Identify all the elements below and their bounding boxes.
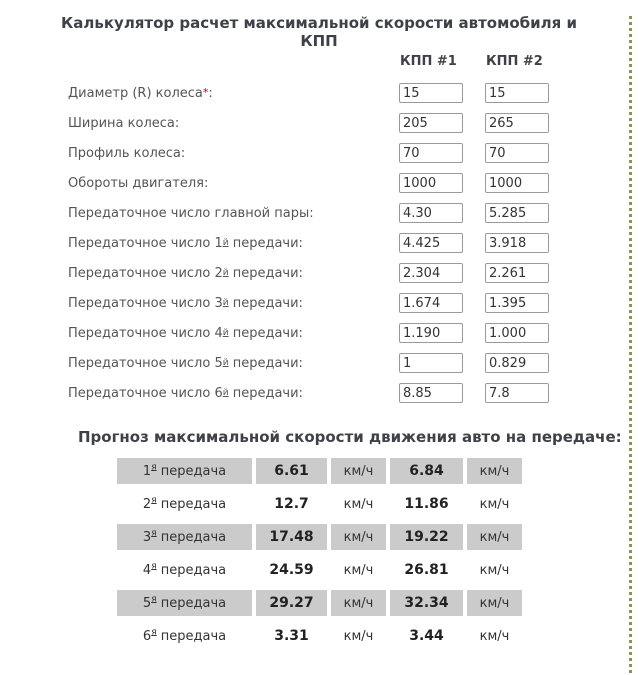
- tire-profile-kpp2-input[interactable]: [485, 143, 549, 163]
- engine-rpm-kpp2-input[interactable]: [485, 173, 549, 193]
- gear4-ratio-kpp1-input[interactable]: [399, 323, 463, 343]
- speed-unit: км/ч: [479, 628, 510, 644]
- tire-width-kpp2-input[interactable]: [485, 113, 549, 133]
- speed-unit: км/ч: [331, 590, 386, 616]
- speed-kpp2-value: 32.34: [390, 590, 463, 616]
- speed-kpp1-value: 6.61: [256, 458, 327, 484]
- gear-label: 1я передача: [117, 458, 252, 484]
- gear4-ratio-kpp2-input[interactable]: [485, 323, 549, 343]
- diameter-label: Диаметр (R) колеса *:: [68, 85, 213, 101]
- page-title: Калькулятор расчет максимальной скорости…: [61, 14, 577, 50]
- speed-kpp1-value: 29.27: [256, 590, 327, 616]
- speed-unit: км/ч: [467, 590, 522, 616]
- speed-kpp2-value: 26.81: [404, 562, 449, 578]
- final-drive-ratio-label: Передаточное число главной пары:: [68, 205, 314, 221]
- speed-unit: км/ч: [467, 524, 522, 550]
- speed-unit: км/ч: [467, 458, 522, 484]
- speed-kpp2-value: 19.22: [390, 524, 463, 550]
- speed-row-gear3: 3я передача 17.48 км/ч 19.22 км/ч: [117, 524, 522, 550]
- speed-kpp2-value: 6.84: [390, 458, 463, 484]
- gear6-ratio-kpp2-input[interactable]: [485, 383, 549, 403]
- speed-kpp1-value: 24.59: [269, 562, 314, 578]
- tire-width-label: Ширина колеса:: [68, 115, 180, 131]
- speed-kpp1-value: 12.7: [274, 496, 309, 512]
- kpp2-column-header: КПП #2: [486, 54, 543, 69]
- gear3-ratio-kpp2-input[interactable]: [485, 293, 549, 313]
- page-right-dotted-border: [629, 16, 632, 675]
- label-column-header-spacer: [68, 52, 399, 78]
- final-drive-ratio-kpp1-input[interactable]: [399, 203, 463, 223]
- engine-rpm-kpp1-input[interactable]: [399, 173, 463, 193]
- speed-unit: км/ч: [343, 562, 374, 578]
- gear3-ratio-kpp1-input[interactable]: [399, 293, 463, 313]
- speed-kpp1-value: 17.48: [256, 524, 327, 550]
- gear1-ratio-kpp2-input[interactable]: [485, 233, 549, 253]
- speed-row-gear6: 6я передача 3.31 км/ч 3.44 км/ч: [117, 623, 522, 649]
- speed-unit: км/ч: [479, 496, 510, 512]
- engine-rpm-label: Обороты двигателя:: [68, 175, 209, 191]
- gear5-ratio-kpp2-input[interactable]: [485, 353, 549, 373]
- gear-label: 4я передача: [142, 561, 227, 578]
- speed-row-gear5: 5я передача 29.27 км/ч 32.34 км/ч: [117, 590, 522, 616]
- kpp1-column-header: КПП #1: [400, 54, 457, 69]
- gear-label: 6я передача: [142, 627, 227, 644]
- gear1-ratio-kpp1-input[interactable]: [399, 233, 463, 253]
- speed-unit: км/ч: [331, 458, 386, 484]
- speed-forecast-heading: Прогноз максимальной скорости движения а…: [78, 428, 622, 446]
- speed-forecast-table: 1я передача 6.61 км/ч 6.84 км/ч 2я перед…: [113, 451, 526, 656]
- gear-label: 5я передача: [117, 590, 252, 616]
- diameter-kpp2-input[interactable]: [485, 83, 549, 103]
- gear2-ratio-kpp2-input[interactable]: [485, 263, 549, 283]
- gear2-ratio-kpp1-input[interactable]: [399, 263, 463, 283]
- speed-unit: км/ч: [331, 524, 386, 550]
- tire-profile-kpp1-input[interactable]: [399, 143, 463, 163]
- speed-kpp2-value: 3.44: [409, 628, 444, 644]
- speed-row-gear4: 4я передача 24.59 км/ч 26.81 км/ч: [117, 557, 522, 583]
- diameter-kpp1-input[interactable]: [399, 83, 463, 103]
- gear-label: 2я передача: [142, 495, 227, 512]
- gear-label: 3я передача: [117, 524, 252, 550]
- calculator-form: КПП #1 КПП #2 Диаметр (R) колеса*: Ширин…: [68, 52, 638, 408]
- speed-row-gear2: 2я передача 12.7 км/ч 11.86 км/ч: [117, 491, 522, 517]
- gear5-ratio-kpp1-input[interactable]: [399, 353, 463, 373]
- tire-width-kpp1-input[interactable]: [399, 113, 463, 133]
- speed-kpp1-value: 3.31: [274, 628, 309, 644]
- speed-unit: км/ч: [343, 628, 374, 644]
- speed-row-gear1: 1я передача 6.61 км/ч 6.84 км/ч: [117, 458, 522, 484]
- final-drive-ratio-kpp2-input[interactable]: [485, 203, 549, 223]
- speed-kpp2-value: 11.86: [404, 496, 449, 512]
- gear6-ratio-kpp1-input[interactable]: [399, 383, 463, 403]
- speed-unit: км/ч: [479, 562, 510, 578]
- tire-profile-label: Профиль колеса:: [68, 145, 186, 161]
- speed-unit: км/ч: [343, 496, 374, 512]
